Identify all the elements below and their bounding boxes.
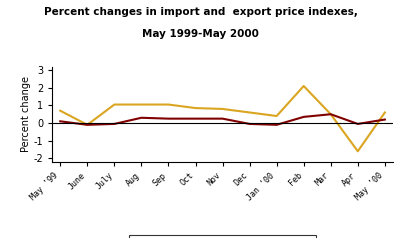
- All exports: [139, 116, 144, 119]
- All imports: [166, 103, 171, 106]
- All exports: [355, 123, 360, 125]
- Line: All imports: All imports: [60, 86, 385, 151]
- All imports: [58, 109, 63, 112]
- All exports: [274, 123, 279, 126]
- All imports: [274, 114, 279, 117]
- All exports: [301, 115, 306, 118]
- Legend: All imports, All exports: All imports, All exports: [130, 235, 316, 238]
- All exports: [166, 117, 171, 120]
- Line: All exports: All exports: [60, 114, 385, 125]
- All imports: [112, 103, 117, 106]
- All imports: [193, 107, 198, 109]
- All exports: [220, 117, 225, 120]
- All imports: [220, 108, 225, 110]
- All exports: [112, 123, 117, 125]
- All exports: [383, 118, 387, 121]
- All exports: [85, 123, 90, 126]
- All exports: [328, 113, 333, 116]
- Text: May 1999-May 2000: May 1999-May 2000: [142, 29, 259, 39]
- All exports: [193, 117, 198, 120]
- All imports: [301, 84, 306, 87]
- All imports: [247, 111, 252, 114]
- Y-axis label: Percent change: Percent change: [20, 76, 30, 152]
- All imports: [355, 150, 360, 153]
- All imports: [85, 123, 90, 126]
- All exports: [58, 120, 63, 123]
- All imports: [328, 113, 333, 116]
- All imports: [383, 111, 387, 114]
- Text: Percent changes in import and  export price indexes,: Percent changes in import and export pri…: [44, 7, 357, 17]
- All imports: [139, 103, 144, 106]
- All exports: [247, 123, 252, 125]
